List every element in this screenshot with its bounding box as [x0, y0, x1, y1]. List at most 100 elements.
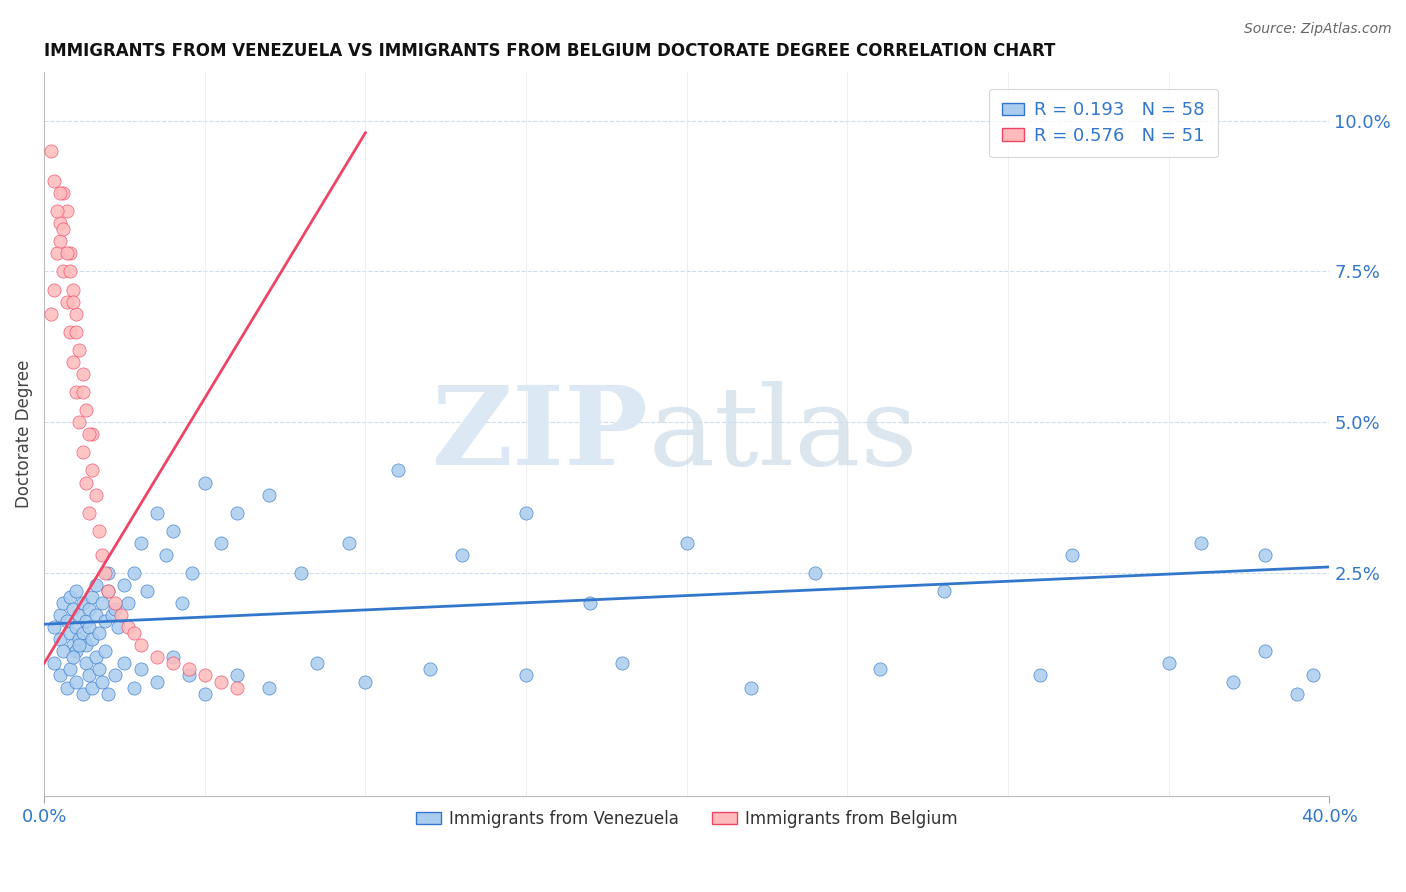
Point [114, 578, 136, 592]
Text: atlas: atlas [648, 381, 918, 488]
Point [82, 427, 104, 442]
Point [75, 475, 97, 490]
Point [177, 668, 200, 682]
Point [69, 415, 91, 429]
Point [52, 596, 75, 610]
Point [77, 668, 100, 682]
Point [69, 608, 91, 623]
Point [804, 566, 827, 580]
Point [612, 657, 634, 671]
Point [39, 144, 62, 158]
Point [72, 626, 94, 640]
Point [52, 644, 75, 658]
Point [72, 596, 94, 610]
Point [59, 325, 82, 339]
Point [1254, 644, 1277, 658]
Point [94, 614, 117, 628]
Point [419, 663, 441, 677]
Point [59, 663, 82, 677]
Point [84, 650, 107, 665]
Legend: Immigrants from Venezuela, Immigrants from Belgium: Immigrants from Venezuela, Immigrants fr… [409, 804, 965, 835]
Point [55, 246, 77, 260]
Point [55, 614, 77, 628]
Point [65, 307, 87, 321]
Point [104, 668, 127, 682]
Point [75, 657, 97, 671]
Point [42, 174, 65, 188]
Point [129, 663, 152, 677]
Point [91, 674, 114, 689]
Point [87, 524, 110, 538]
Point [932, 584, 955, 599]
Point [84, 578, 107, 592]
Point [59, 626, 82, 640]
Point [65, 584, 87, 599]
Point [257, 681, 280, 695]
Point [122, 566, 145, 580]
Point [69, 632, 91, 647]
Point [55, 681, 77, 695]
Text: IMMIGRANTS FROM VENEZUELA VS IMMIGRANTS FROM BELGIUM DOCTORATE DEGREE CORRELATIO: IMMIGRANTS FROM VENEZUELA VS IMMIGRANTS … [44, 42, 1056, 60]
Point [69, 638, 91, 652]
Point [209, 674, 232, 689]
Point [145, 650, 167, 665]
Text: ZIP: ZIP [432, 381, 648, 488]
Point [65, 325, 87, 339]
Point [49, 234, 72, 248]
Point [337, 536, 360, 550]
Point [42, 657, 65, 671]
Point [52, 186, 75, 200]
Point [675, 536, 697, 550]
Point [75, 403, 97, 417]
Point [55, 204, 77, 219]
Point [75, 638, 97, 652]
Point [387, 463, 409, 477]
Point [97, 584, 120, 599]
Point [107, 620, 129, 634]
Point [65, 674, 87, 689]
Point [62, 602, 84, 616]
Point [46, 204, 69, 219]
Point [65, 620, 87, 634]
Point [65, 644, 87, 658]
Point [69, 343, 91, 357]
Point [55, 294, 77, 309]
Point [59, 590, 82, 604]
Point [1157, 657, 1180, 671]
Point [77, 427, 100, 442]
Point [59, 246, 82, 260]
Point [52, 264, 75, 278]
Point [97, 687, 120, 701]
Point [225, 506, 247, 520]
Point [97, 584, 120, 599]
Point [114, 657, 136, 671]
Point [117, 620, 139, 634]
Point [145, 506, 167, 520]
Point [82, 463, 104, 477]
Point [42, 283, 65, 297]
Y-axis label: Doctorate Degree: Doctorate Degree [15, 360, 32, 508]
Point [94, 644, 117, 658]
Point [129, 536, 152, 550]
Point [290, 566, 312, 580]
Point [225, 668, 247, 682]
Point [52, 222, 75, 236]
Point [49, 216, 72, 230]
Point [515, 668, 537, 682]
Point [122, 626, 145, 640]
Point [82, 681, 104, 695]
Point [72, 687, 94, 701]
Point [194, 475, 217, 490]
Point [129, 638, 152, 652]
Point [72, 445, 94, 459]
Point [97, 566, 120, 580]
Point [87, 663, 110, 677]
Point [72, 385, 94, 400]
Point [194, 668, 217, 682]
Point [740, 681, 762, 695]
Point [75, 614, 97, 628]
Point [91, 596, 114, 610]
Point [82, 590, 104, 604]
Text: Source: ZipAtlas.com: Source: ZipAtlas.com [1244, 22, 1392, 37]
Point [91, 548, 114, 562]
